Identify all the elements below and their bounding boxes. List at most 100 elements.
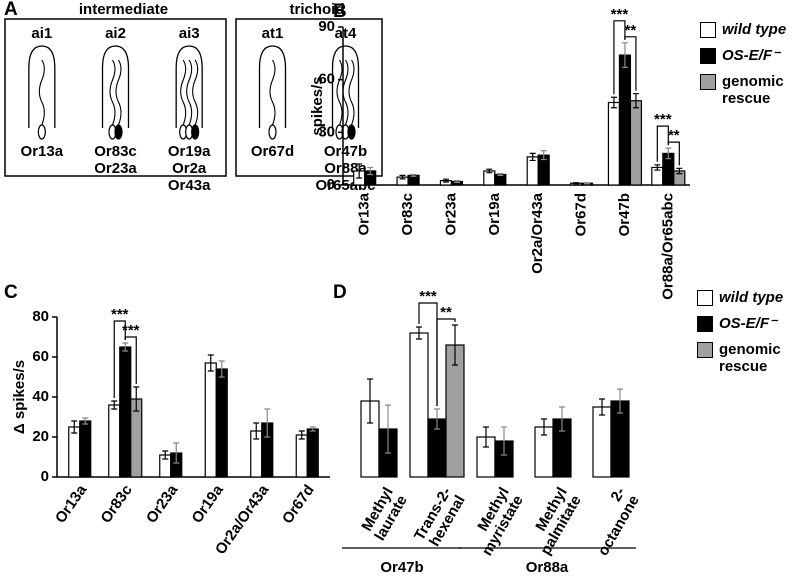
legend-swatch [700,48,716,64]
significance-bracket [436,318,456,406]
x-tick-label: Or47b [616,193,633,236]
legend-label: genomic rescue [722,73,784,107]
neuron [191,124,200,140]
y-axis-label: spikes/s [309,76,326,135]
error-bar [584,182,591,185]
y-tick-label: 90 [318,18,335,35]
error-bar [529,152,536,162]
bar [68,426,81,478]
bar [494,173,507,186]
error-bar [111,400,118,410]
x-tick-label: Or83c [399,193,416,236]
error-bar [162,450,169,460]
neuron [37,124,46,140]
error-bar [497,172,504,176]
legend-label: wild type [722,21,787,38]
error-bar [399,174,406,180]
x-tick-label: Or23a [442,192,459,235]
sensillum-name: ai2 [105,25,126,42]
y-tick-label: 20 [32,428,49,445]
error-bar [617,388,623,414]
receptor-label: Or67d [251,143,294,160]
x-tick-label: Or13a [52,481,91,526]
dendrite [186,59,193,126]
panel-label: C [4,282,18,303]
error-bar [486,168,493,174]
error-bar [665,147,672,160]
legend-label: wild type [719,289,784,306]
sensillum-outline [331,45,360,128]
dendrite [180,59,187,126]
error-bar [82,417,89,425]
significance-label: *** [611,6,629,23]
x-tick-label: Or2a/Or43a [529,192,546,274]
error-bar [173,442,180,464]
bar [409,332,429,478]
error-bar [573,182,580,185]
sensillum-name: ai3 [179,25,200,42]
significance-bracket [124,336,137,384]
legend-swatch [697,316,713,332]
error-bar [434,408,440,430]
group-label: Or88a [526,559,569,576]
sensillum-outline [101,45,130,128]
error-bar [264,408,271,438]
error-bar [501,426,507,456]
x-tick-label: Or83c [97,482,135,527]
error-bar [122,342,129,352]
bar [607,101,621,186]
panel-label: B [333,1,347,22]
error-bar [253,422,260,440]
dendrite [109,59,116,126]
error-bar [559,406,565,432]
error-bar [632,93,639,109]
panel-label: A [4,0,18,20]
significance-label: ** [625,22,637,39]
group-box [235,18,383,177]
legend-label: OS-E/F⁻ [719,315,777,332]
neuron [347,124,356,140]
neuron [268,124,277,140]
bar [592,406,612,478]
sensillum-name: at1 [262,25,284,42]
legend-swatch [697,342,713,358]
bar [295,434,308,478]
legend-label: genomic rescue [719,341,781,375]
error-bar [367,378,373,424]
panel-label: D [333,282,347,303]
group-title: trichoid [290,1,345,18]
error-bar [71,420,78,434]
receptor-label: Or47b [324,143,367,160]
x-tick-label: Or19a [486,192,503,235]
dendrite [38,59,45,126]
y-tick-label: 30 [318,123,335,140]
x-tick-label: Or23a [143,481,182,526]
bar [108,404,121,478]
y-tick-label: 60 [32,348,49,365]
error-bar [309,426,316,432]
sensillum-outline [28,45,56,128]
significance-bracket [113,320,126,398]
error-bar [621,42,628,68]
error-bar [610,96,617,109]
dendrite [269,59,276,126]
error-bar [416,326,422,340]
receptor-label: Or43a [168,177,211,194]
y-tick-label: 0 [327,176,335,193]
bar [204,362,217,478]
significance-label: *** [419,288,437,305]
receptor-label: Or13a [21,143,64,160]
bar [119,346,132,478]
x-tick-label: Or19a [188,481,227,526]
x-tick-label: Or67d [279,482,318,527]
dendrite [336,59,343,126]
error-bar [442,178,449,183]
significance-bracket [667,141,680,166]
bar [618,54,632,186]
y-axis-label: Δ spikes/s [11,360,28,434]
receptor-label: Or19a [168,143,211,160]
bar [306,428,319,478]
error-bar [483,426,489,448]
bar [215,368,228,478]
significance-label: *** [654,111,672,128]
